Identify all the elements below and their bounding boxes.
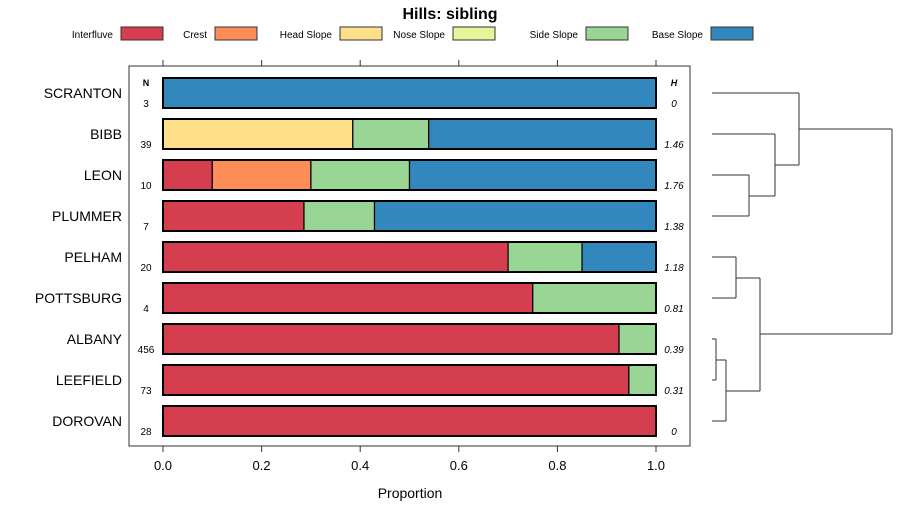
h-header: H xyxy=(671,78,678,88)
x-axis-label: Proportion xyxy=(378,485,443,501)
bar-segment-base-slope xyxy=(373,200,657,232)
bar-segment-side-slope xyxy=(532,282,657,314)
category-label: SCRANTON xyxy=(44,85,122,101)
legend-swatch xyxy=(339,26,383,41)
n-value: 28 xyxy=(140,427,152,438)
n-value: 10 xyxy=(140,181,152,192)
bar-outline xyxy=(162,118,657,150)
bar-segment-interfluve xyxy=(162,200,305,232)
bar-outline xyxy=(162,405,657,437)
bar-segment-head-slope xyxy=(162,118,354,150)
n-value: 4 xyxy=(143,304,149,315)
n-header: N xyxy=(143,78,150,88)
bar-outline xyxy=(162,200,657,232)
bar-segment-base-slope xyxy=(408,159,657,191)
legend-label: Side Slope xyxy=(530,30,579,41)
bar-outline xyxy=(162,323,657,355)
legend-label: Base Slope xyxy=(652,30,704,41)
h-value: 1.18 xyxy=(664,263,684,274)
legend-swatch xyxy=(452,26,496,41)
bars: SCRANTON 3 0 BIBB 39 1.46 LEON 10 1.76 PLUMMER 7 1.… xyxy=(35,77,684,438)
legend-label: Crest xyxy=(183,30,207,41)
dendrogram xyxy=(712,92,893,422)
category-label: POTTSBURG xyxy=(35,290,122,306)
x-tick-label: 0.2 xyxy=(253,458,271,473)
bar-segment-side-slope xyxy=(303,200,376,232)
h-value: 0 xyxy=(671,427,677,438)
bar-segment-base-slope xyxy=(162,77,657,109)
bar-outline xyxy=(162,282,657,314)
bar-segment-interfluve xyxy=(162,364,630,396)
plot-frame xyxy=(128,65,691,447)
legend-swatch xyxy=(710,26,754,41)
h-value: 1.76 xyxy=(664,181,684,192)
legend-swatch xyxy=(120,26,164,41)
bar-segment-base-slope xyxy=(428,118,657,150)
category-label: PLUMMER xyxy=(52,208,122,224)
n-value: 3 xyxy=(143,99,149,110)
bar-outline xyxy=(162,364,657,396)
h-value: 1.38 xyxy=(664,222,684,233)
bar-segment-side-slope xyxy=(352,118,430,150)
h-value: 1.46 xyxy=(664,140,684,151)
legend: Interfluve Crest Head Slope Nose Slope Side … xyxy=(72,26,754,41)
h-value: 0.31 xyxy=(664,386,683,397)
category-label: PELHAM xyxy=(64,249,122,265)
n-value: 20 xyxy=(140,263,152,274)
bar-segment-interfluve xyxy=(162,282,534,314)
category-label: DOROVAN xyxy=(52,413,122,429)
bar-segment-interfluve xyxy=(162,323,620,355)
bar-outline xyxy=(162,241,657,273)
legend-label: Nose Slope xyxy=(393,30,445,41)
x-tick-label: 0.0 xyxy=(154,458,172,473)
chart-title: Hills: sibling xyxy=(402,6,497,23)
x-axis: 0.0 0.2 0.4 0.6 0.8 1.0 xyxy=(154,60,665,473)
bar-outline xyxy=(162,159,657,191)
x-tick-label: 0.6 xyxy=(450,458,468,473)
n-value: 73 xyxy=(140,386,152,397)
category-label: ALBANY xyxy=(67,331,123,347)
h-value: 0.39 xyxy=(664,345,684,356)
category-label: LEEFIELD xyxy=(56,372,122,388)
bar-segment-interfluve xyxy=(162,405,657,437)
n-value: 7 xyxy=(143,222,149,233)
bar-segment-interfluve xyxy=(162,159,213,191)
n-value: 456 xyxy=(138,345,155,356)
bar-segment-crest xyxy=(211,159,312,191)
category-label: LEON xyxy=(84,167,122,183)
category-label: BIBB xyxy=(90,126,122,142)
legend-label: Head Slope xyxy=(280,30,333,41)
bar-segment-side-slope xyxy=(507,241,583,273)
legend-label: Interfluve xyxy=(72,30,114,41)
x-tick-label: 0.4 xyxy=(351,458,369,473)
legend-swatch xyxy=(585,26,629,41)
bar-segment-base-slope xyxy=(581,241,657,273)
bar-segment-interfluve xyxy=(162,241,509,273)
bar-outline xyxy=(162,77,657,109)
bar-segment-side-slope xyxy=(618,323,657,355)
h-value: 0 xyxy=(671,99,677,110)
x-tick-label: 1.0 xyxy=(647,458,665,473)
h-value: 0.81 xyxy=(664,304,683,315)
bar-segment-side-slope xyxy=(628,364,657,396)
legend-swatch xyxy=(214,26,258,41)
n-value: 39 xyxy=(140,140,152,151)
bar-segment-side-slope xyxy=(310,159,411,191)
x-tick-label: 0.8 xyxy=(548,458,566,473)
